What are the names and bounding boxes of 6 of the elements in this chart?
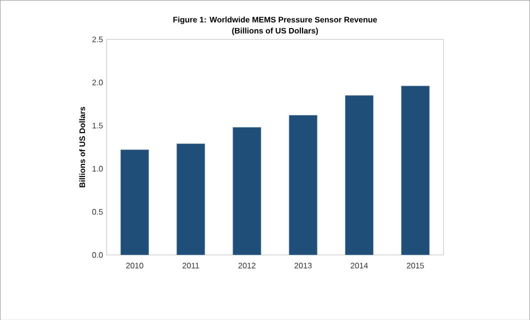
bar xyxy=(345,95,374,255)
bar xyxy=(232,126,262,255)
bar xyxy=(120,149,149,255)
bar xyxy=(401,86,430,255)
bar xyxy=(288,114,318,255)
bar xyxy=(176,143,206,255)
